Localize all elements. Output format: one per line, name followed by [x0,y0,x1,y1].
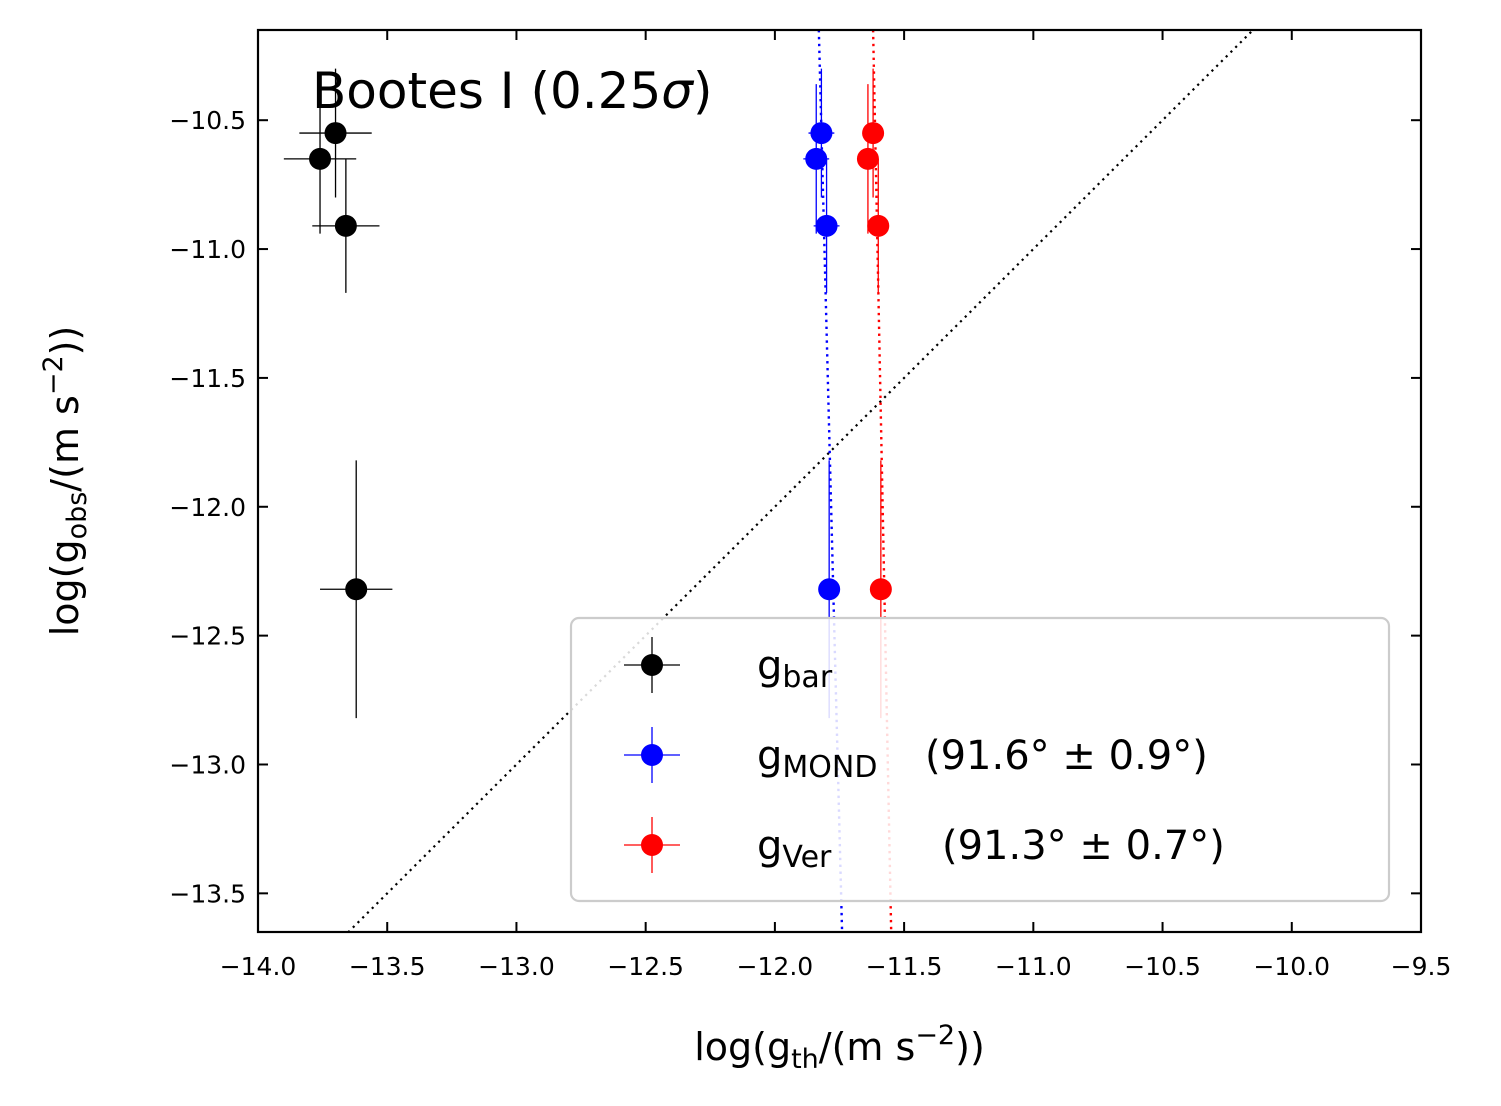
legend-label-g_Ver: gVer [757,823,832,875]
legend-extra-g_Ver: (91.3° ± 0.7°) [942,823,1225,869]
g_MOND-point [818,578,841,601]
legend-box [569,616,1391,903]
g_bar-point [309,147,332,170]
annotation-title: Bootes I (0.25σ) [312,62,713,120]
x-tick-label: −13.0 [478,952,555,981]
y-tick-label: −13.0 [169,750,246,779]
y-axis-label-group: log(gobs/(m s−2)) [38,326,93,637]
legend-marker-dot [641,744,663,766]
legend-extra-g_MOND: (91.6° ± 0.9°) [925,733,1208,779]
legend: gbar gMOND (91.6° ± 0.9°) gVer (91.3° ± 0.7… [569,616,1391,903]
axes: −14.0 −13.5 −13.0 −12.5 −12.0 −11.5 −11.0 −10.5… [169,28,1452,981]
legend-label-g_bar: gbar [757,643,833,695]
x-tick-label: −11.5 [866,952,943,981]
y-tick-label: −10.5 [169,106,246,135]
legend-label-g_MOND: gMOND [757,733,877,785]
y-tick-label: −13.5 [169,879,246,908]
x-tick-label: −9.5 [1391,952,1452,981]
g_bar-point [345,578,368,601]
one-to-one-line [346,30,1255,932]
x-tick-label: −11.0 [995,952,1072,981]
g_bar-point [334,214,357,237]
y-tick-label: −11.5 [169,364,246,393]
legend-marker-dot [641,834,663,856]
g_Ver-point [856,147,879,170]
g_Ver-point [862,122,885,145]
x-tick-label: −12.5 [607,952,684,981]
y-tick-label: −11.0 [169,235,246,264]
x-tick-label: −10.5 [1124,952,1201,981]
labels: log(gth/(m s−2)) log(gobs/(m s−2)) Bootes … [38,62,985,1075]
y-tick-label: −12.0 [169,493,246,522]
x-tick-label: −14.0 [220,952,297,981]
plot-area [283,30,1255,932]
x-tick-label: −10.0 [1253,952,1330,981]
legend-marker-dot [641,654,663,676]
g_MOND-point [805,147,828,170]
x-axis-label: log(gth/(m s−2)) [694,1020,985,1075]
plot-frame [256,28,1423,934]
x-tick-label: −13.5 [349,952,426,981]
g_MOND-point [815,214,838,237]
y-axis-label: log(gobs/(m s−2)) [38,326,93,637]
y-tick-label: −12.5 [169,622,246,651]
g_Ver-point [869,578,892,601]
g_Ver-point [867,214,890,237]
g_MOND-point [810,122,833,145]
x-tick-label: −12.0 [737,952,814,981]
g_bar-point [324,122,347,145]
